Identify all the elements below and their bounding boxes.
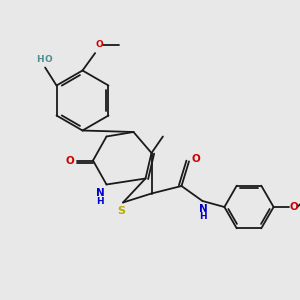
Text: O: O xyxy=(96,40,104,49)
Text: O: O xyxy=(289,202,298,212)
Text: S: S xyxy=(118,206,125,216)
Text: O: O xyxy=(45,55,52,64)
Text: N: N xyxy=(95,188,104,199)
Text: N: N xyxy=(199,204,208,214)
Text: O: O xyxy=(66,155,75,166)
Text: O: O xyxy=(191,154,200,164)
Text: H: H xyxy=(36,55,44,64)
Text: H: H xyxy=(96,197,104,206)
Text: H: H xyxy=(199,212,207,221)
